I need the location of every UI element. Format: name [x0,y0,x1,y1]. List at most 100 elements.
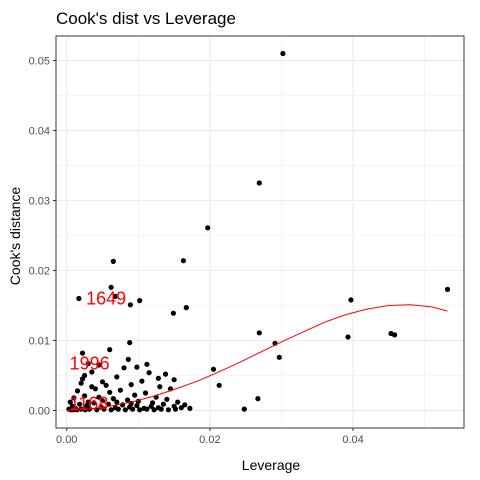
minor-gridlines [56,36,464,428]
y-tick-label: 0.04 [29,126,50,138]
data-point [121,365,127,371]
data-point [158,406,164,412]
data-point [85,361,91,367]
data-point [180,258,186,264]
data-point [134,364,140,370]
plot-panel: 1649 1996 1168 [55,35,465,429]
data-point [79,376,86,382]
data-point [108,284,114,290]
data-point [137,298,143,304]
data-point [127,302,133,308]
x-axis: 0.00 0.02 0.04 [56,428,364,446]
data-point [114,374,120,380]
data-point [205,225,211,231]
data-point [256,330,262,336]
data-point [67,399,73,405]
y-tick-label: 0.01 [29,336,50,348]
data-point [182,402,188,408]
data-point [96,362,102,368]
y-tick-label: 0.00 [29,406,50,418]
data-point [183,305,189,311]
data-point [139,378,145,384]
data-point [117,387,123,393]
data-point [82,407,88,413]
data-point [76,295,82,302]
data-point [77,401,83,407]
data-point [148,403,154,409]
data-point [122,407,128,413]
data-point [99,398,106,404]
x-tick-label: 0.04 [342,434,363,446]
data-point [256,180,262,186]
data-point [171,377,177,383]
data-point [89,369,95,375]
data-point [103,382,109,388]
data-point [255,396,261,402]
data-point [444,286,451,292]
data-point [144,361,150,367]
data-point [241,406,247,412]
y-axis-title: Cook's distance [7,187,23,286]
data-point [132,392,138,398]
data-point [210,366,217,372]
data-point [91,400,97,406]
data-point [134,403,140,409]
data-point [82,393,88,399]
data-point [144,406,150,412]
data-point [165,407,171,413]
data-point [164,396,170,402]
data-point [137,407,143,413]
data-point [71,395,77,401]
data-point [125,397,131,403]
data-point [388,330,394,337]
point-annotations: 1649 1996 1168 [70,289,127,414]
smooth-line [66,304,448,411]
x-tick-label: 0.02 [199,434,220,446]
data-point [107,347,113,353]
data-point [280,50,286,57]
data-point [160,401,166,407]
data-point [216,382,222,388]
data-point [345,334,351,340]
data-point [107,389,113,395]
chart-title: Cook's dist vs Leverage [56,9,236,28]
data-point [78,380,84,386]
y-tick-label: 0.05 [29,56,50,68]
data-point [127,340,133,346]
data-point [157,384,163,390]
data-point [96,394,102,400]
y-axis: 0.00 0.01 0.02 0.03 0.04 0.05 [29,56,56,418]
data-point [74,388,81,394]
data-point [146,370,152,376]
x-axis-title: Leverage [242,457,301,473]
data-point [110,396,116,402]
data-point [99,379,106,385]
data-point [128,382,134,388]
data-point [114,399,120,405]
annotation-label: 1996 [70,354,110,374]
annotation-label: 1168 [70,394,109,414]
data-point [348,297,354,303]
data-point [110,258,116,264]
data-point [175,399,181,405]
data-point [125,356,131,362]
data-point [108,407,114,413]
data-point [170,310,176,316]
data-point [101,406,107,412]
data-point [79,350,86,356]
data-point [162,371,169,377]
data-point [187,405,193,411]
data-point [85,399,91,405]
data-point [155,375,161,381]
data-point [178,405,184,411]
x-tick-label: 0.00 [56,434,77,446]
data-point [112,293,118,299]
data-point [89,384,95,390]
panel-border [55,35,465,429]
panel-background [56,36,464,428]
y-tick-label: 0.03 [29,196,50,208]
data-point [105,401,111,407]
data-point [130,406,136,412]
data-point [276,354,282,360]
data-point [172,406,179,412]
